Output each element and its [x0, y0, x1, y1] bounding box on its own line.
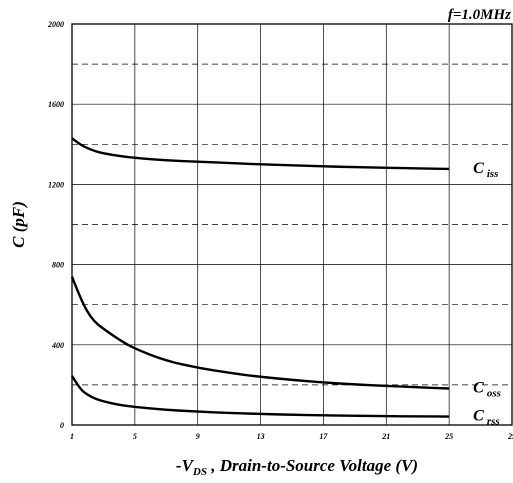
y-tick-label: 400: [51, 341, 64, 350]
series-label-main: C: [473, 160, 484, 177]
series-line-rss: [70, 375, 450, 418]
series-line-iss: [71, 137, 450, 171]
series-line-oss: [70, 276, 450, 390]
plot-frame: [71, 23, 513, 426]
x-tick-label: 13: [257, 432, 265, 441]
x-tick-label: 5: [133, 432, 137, 441]
y-tick-label: 2000: [47, 20, 64, 29]
x-axis-title-prefix: -V: [176, 456, 195, 475]
x-tick-label: 1: [70, 432, 74, 441]
x-tick-label: 9: [196, 432, 200, 441]
series-label-sub: iss: [487, 168, 499, 180]
series-label-sub: oss: [487, 388, 501, 400]
tick-labels: 1 5 9 13 17 21 25 29 0 400 800 1200 1600 2000: [47, 20, 513, 441]
x-tick-label: 21: [381, 432, 390, 441]
series-label-sub: rss: [487, 416, 500, 428]
grid: [72, 24, 512, 425]
series-lines: [70, 137, 450, 418]
series-label-main: C: [473, 380, 484, 397]
x-tick-label: 25: [444, 432, 453, 441]
y-tick-label: 800: [52, 261, 64, 270]
y-tick-label: 1200: [48, 180, 64, 189]
x-axis-title-suffix: , Drain-to-Source Voltage (V): [207, 456, 418, 475]
y-axis-title: C (pF): [9, 201, 28, 248]
x-tick-label: 29: [507, 432, 513, 441]
frequency-annotation: f=1.0MHz: [448, 7, 511, 23]
y-tick-label: 1600: [48, 100, 64, 109]
x-axis-title-sub: DS: [192, 466, 207, 478]
x-tick-label: 17: [319, 432, 328, 441]
y-tick-label: 0: [60, 421, 64, 430]
x-axis-title: -VDS , Drain-to-Source Voltage (V): [176, 456, 418, 478]
series-label-main: C: [473, 408, 484, 425]
